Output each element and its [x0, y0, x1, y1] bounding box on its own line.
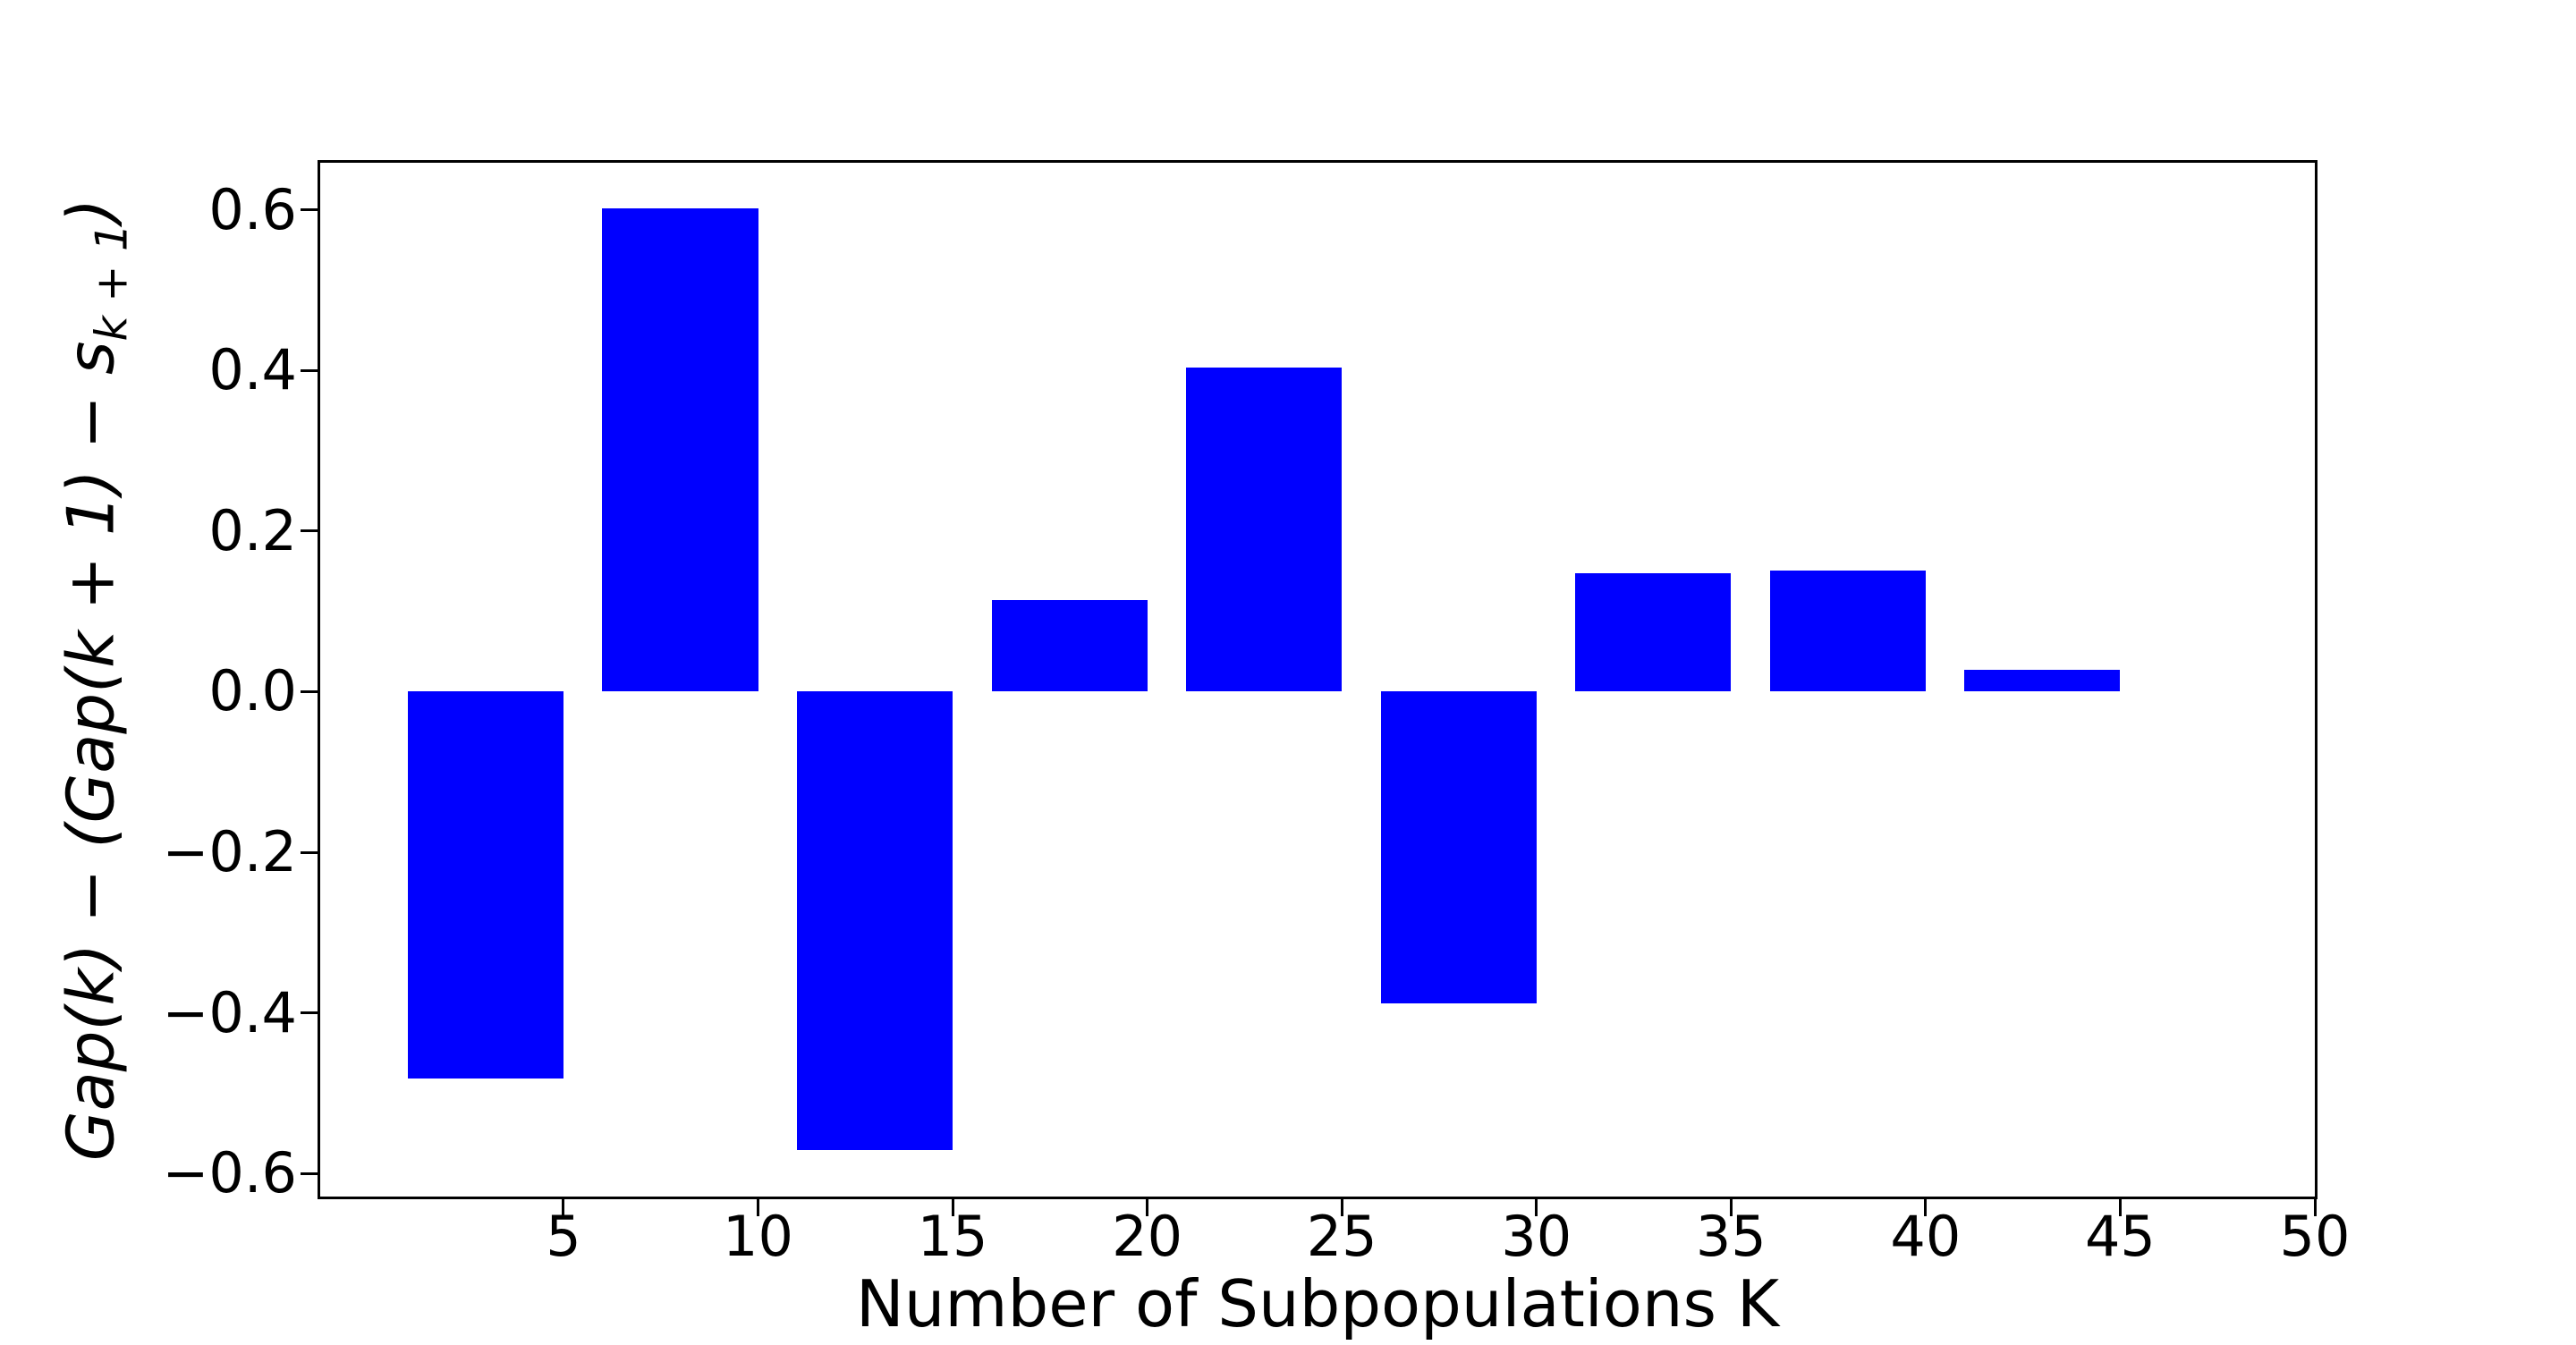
x-tick-label-25: 25 — [1306, 1204, 1377, 1269]
bar-k-18 — [991, 600, 1148, 692]
x-tick-mark-15 — [951, 1197, 954, 1216]
x-tick-mark-30 — [1535, 1197, 1538, 1216]
x-tick-label-10: 10 — [723, 1204, 793, 1269]
x-tick-label-40: 40 — [1890, 1204, 1962, 1269]
y-tick-label-−0.2: −0.2 — [162, 819, 297, 885]
x-tick-mark-35 — [1729, 1197, 1733, 1216]
bar-k-3 — [407, 691, 564, 1079]
x-tick-mark-25 — [1340, 1197, 1343, 1216]
y-tick-label-−0.6: −0.6 — [162, 1140, 297, 1206]
y-tick-mark-−0.4 — [301, 1011, 320, 1015]
x-tick-mark-20 — [1146, 1197, 1149, 1216]
x-tick-mark-10 — [757, 1197, 759, 1216]
x-tick-mark-5 — [562, 1197, 565, 1216]
y-tick-mark-−0.6 — [301, 1172, 320, 1175]
bar-k-28 — [1380, 691, 1537, 1003]
y-tick-label-−0.4: −0.4 — [162, 979, 297, 1045]
x-tick-label-35: 35 — [1695, 1204, 1767, 1269]
y-axis-label-text: ) — [53, 198, 129, 224]
x-tick-label-45: 45 — [2084, 1204, 2156, 1269]
y-tick-mark-0.0 — [301, 689, 320, 693]
x-tick-mark-45 — [2118, 1197, 2122, 1216]
bar-k-23 — [1186, 368, 1343, 692]
x-tick-label-20: 20 — [1112, 1204, 1183, 1269]
y-axis-label: Gap(k) − (Gap(k + 1) − sk + 1) — [53, 199, 137, 1161]
y-tick-label-0.0: 0.0 — [208, 658, 297, 724]
bar-k-13 — [797, 691, 953, 1151]
y-axis-label-text: Gap(k) − (Gap(k + 1) − s — [53, 341, 129, 1162]
y-tick-mark-0.2 — [301, 529, 320, 533]
x-tick-mark-40 — [1924, 1197, 1928, 1216]
bar-k-43 — [1964, 670, 2121, 692]
y-tick-label-0.4: 0.4 — [208, 337, 297, 403]
x-tick-label-15: 15 — [917, 1204, 988, 1269]
y-tick-label-0.6: 0.6 — [208, 176, 297, 242]
y-tick-mark-0.6 — [301, 208, 320, 212]
y-tick-mark-−0.2 — [301, 850, 320, 854]
x-tick-label-30: 30 — [1501, 1204, 1572, 1269]
x-axis-label: Number of Subpopulations K — [855, 1266, 1780, 1341]
y-axis-label-subscript: k + 1 — [86, 223, 138, 342]
x-tick-mark-50 — [2313, 1197, 2317, 1216]
y-tick-mark-0.4 — [301, 368, 320, 372]
bar-k-8 — [602, 207, 758, 692]
bar-k-38 — [1769, 570, 1926, 692]
y-tick-label-0.2: 0.2 — [208, 497, 297, 563]
x-tick-label-50: 50 — [2279, 1204, 2351, 1269]
x-tick-label-5: 5 — [546, 1204, 581, 1269]
bar-k-33 — [1575, 572, 1732, 692]
